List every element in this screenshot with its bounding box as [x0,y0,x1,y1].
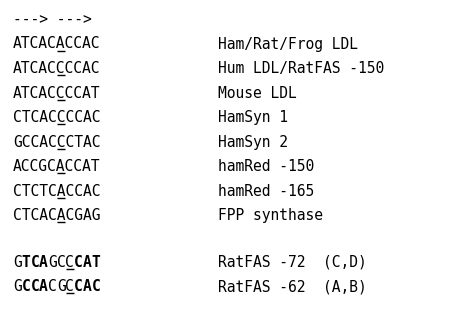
Text: G: G [57,279,65,294]
Text: G: G [13,255,22,270]
Text: C: C [74,255,83,270]
Text: CTCACACGAG: CTCACACGAG [13,208,100,223]
Text: C: C [92,279,100,294]
Text: HamSyn 1: HamSyn 1 [218,110,288,125]
Text: RatFAS -62  (A,B): RatFAS -62 (A,B) [218,279,367,294]
Text: ACCGCACCAT: ACCGCACCAT [13,159,100,174]
Text: G: G [13,279,22,294]
Text: C: C [65,255,74,270]
Text: Ham/Rat/Frog LDL: Ham/Rat/Frog LDL [218,36,358,51]
Text: GCCACCCTAC: GCCACCCTAC [13,135,100,150]
Text: C: C [30,255,39,270]
Text: ATCACCCCAC: ATCACCCCAC [13,61,100,76]
Text: FPP synthase: FPP synthase [218,208,323,223]
Text: HamSyn 2: HamSyn 2 [218,135,288,150]
Text: C: C [65,279,74,294]
Text: T: T [92,255,100,270]
Text: Hum LDL/RatFAS -150: Hum LDL/RatFAS -150 [218,61,384,76]
Text: C: C [48,279,57,294]
Text: C: C [30,279,39,294]
Text: CTCACCCCAC: CTCACCCCAC [13,110,100,125]
Text: C: C [57,255,65,270]
Text: A: A [83,255,92,270]
Text: G: G [48,255,57,270]
Text: ---> --->: ---> ---> [13,12,92,27]
Text: C: C [22,279,30,294]
Text: RatFAS -72  (C,D): RatFAS -72 (C,D) [218,255,367,270]
Text: hamRed -150: hamRed -150 [218,159,314,174]
Text: ATCACCCCAT: ATCACCCCAT [13,85,100,100]
Text: A: A [83,279,92,294]
Text: Mouse LDL: Mouse LDL [218,85,297,100]
Text: ATCACACCAC: ATCACACCAC [13,36,100,51]
Text: A: A [39,255,48,270]
Text: CTCTCACCAC: CTCTCACCAC [13,183,100,198]
Text: hamRed -165: hamRed -165 [218,183,314,198]
Text: T: T [22,255,30,270]
Text: C: C [74,279,83,294]
Text: A: A [39,279,48,294]
